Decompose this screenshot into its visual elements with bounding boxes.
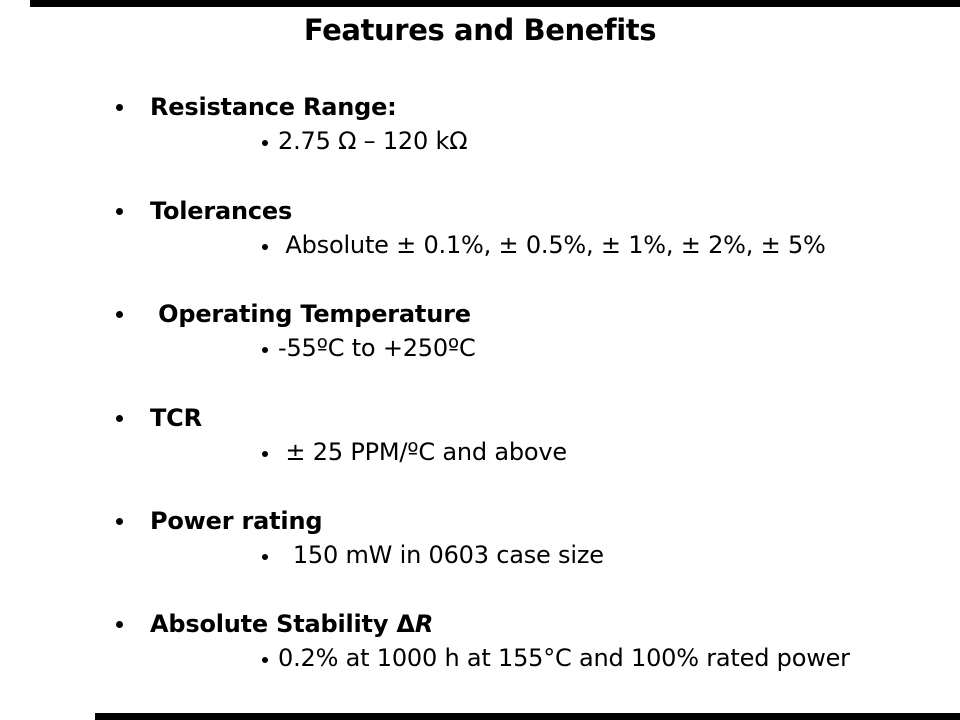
section-tcr: TCR ± 25 PPM/ºC and above — [0, 403, 960, 467]
sub-bullet-icon — [262, 347, 268, 353]
section-tolerances: Tolerances Absolute ± 0.1%, ± 0.5%, ± 1%… — [0, 196, 960, 260]
feature-heading: Absolute Stability ΔR — [0, 609, 960, 639]
feature-heading-text: TCR — [150, 404, 202, 432]
bullet-icon — [116, 621, 123, 628]
feature-detail: 0.2% at 1000 h at 155°C and 100% rated p… — [278, 644, 850, 672]
bullet-icon — [116, 208, 123, 215]
feature-heading-text: Absolute Stability Δ — [150, 610, 415, 638]
sub-bullet-icon — [262, 657, 268, 663]
section-resistance-range: Resistance Range: 2.75 Ω – 120 kΩ — [0, 92, 960, 156]
top-letterbox-bar — [30, 0, 960, 7]
section-power-rating: Power rating 150 mW in 0603 case size — [0, 506, 960, 570]
sub-bullet-icon — [262, 451, 268, 457]
feature-detail: -55ºC to +250ºC — [278, 334, 476, 362]
bottom-letterbox-bar — [95, 713, 960, 720]
feature-heading-text: Power rating — [150, 507, 323, 535]
bullet-icon — [116, 518, 123, 525]
sub-bullet-icon — [262, 244, 268, 250]
feature-heading-text: Tolerances — [150, 197, 293, 225]
sub-bullet-icon — [262, 140, 268, 146]
feature-heading: Resistance Range: — [0, 92, 960, 122]
feature-heading-text: Resistance Range: — [150, 93, 397, 121]
feature-detail: Absolute ± 0.1%, ± 0.5%, ± 1%, ± 2%, ± 5… — [278, 231, 826, 259]
feature-heading: Power rating — [0, 506, 960, 536]
bullet-icon — [116, 104, 123, 111]
feature-heading-text: Operating Temperature — [150, 300, 471, 328]
bullet-icon — [116, 311, 123, 318]
feature-detail: ± 25 PPM/ºC and above — [278, 438, 567, 466]
feature-heading: TCR — [0, 403, 960, 433]
slide-title: Features and Benefits — [303, 13, 657, 47]
section-absolute-stability: Absolute Stability ΔR 0.2% at 1000 h at … — [0, 609, 960, 673]
feature-heading: Tolerances — [0, 196, 960, 226]
section-operating-temperature: Operating Temperature -55ºC to +250ºC — [0, 299, 960, 363]
feature-detail: 150 mW in 0603 case size — [278, 541, 604, 569]
bullet-icon — [116, 415, 123, 422]
sub-bullet-icon — [262, 554, 268, 560]
feature-detail: 2.75 Ω – 120 kΩ — [278, 127, 468, 155]
feature-heading: Operating Temperature — [0, 299, 960, 329]
feature-heading-italic: R — [414, 610, 434, 638]
